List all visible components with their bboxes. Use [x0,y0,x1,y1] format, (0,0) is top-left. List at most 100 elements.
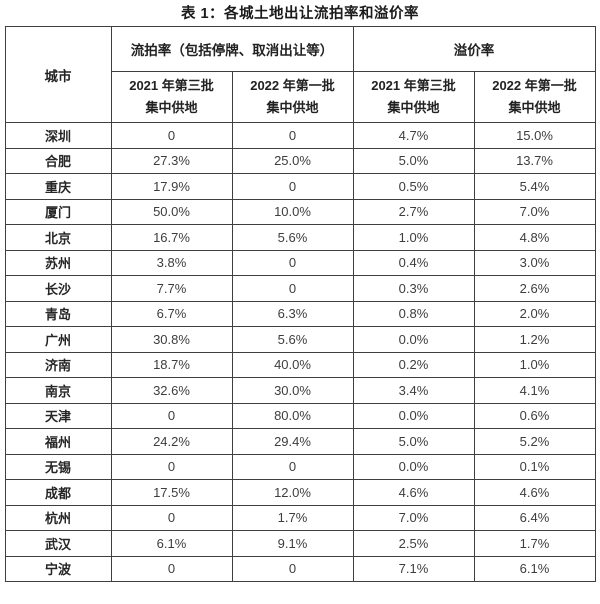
value-cell: 0 [231,249,354,276]
value-cell: 0.6% [473,402,596,429]
subheader-line2: 集中供地 [508,100,561,115]
column-group-failure-rate: 流拍率（包括停牌、取消出让等） [110,26,354,72]
column-header-premium-2022-batch1: 2022 年第一批 集中供地 [473,71,596,123]
table-row: 广州 30.8% 5.6% 0.0% 1.2% [4,326,596,353]
city-cell: 南京 [4,377,112,404]
column-header-city: 城市 [4,26,112,123]
value-cell: 0 [231,453,354,480]
header-row-batches: 2021 年第三批 集中供地 2022 年第一批 集中供地 2021 年第三批 … [5,71,596,123]
table-row: 福州 24.2% 29.4% 5.0% 5.2% [4,428,596,455]
table-row: 厦门 50.0% 10.0% 2.7% 7.0% [4,198,596,225]
value-cell: 0 [110,122,233,149]
value-cell: 7.7% [110,275,233,302]
value-cell: 27.3% [110,147,233,174]
value-cell: 1.2% [473,326,596,353]
value-cell: 0.3% [352,275,475,302]
column-header-failure-2022-batch1: 2022 年第一批 集中供地 [231,71,354,123]
table-row: 苏州 3.8% 0 0.4% 3.0% [4,249,596,276]
value-cell: 0 [231,122,354,149]
table-row: 长沙 7.7% 0 0.3% 2.6% [4,275,596,302]
value-cell: 0 [110,402,233,429]
city-cell: 济南 [4,351,112,378]
value-cell: 80.0% [231,402,354,429]
subheader-line1: 2021 年第三批 [129,78,214,93]
value-cell: 5.6% [231,326,354,353]
subheader-line1: 2021 年第三批 [371,78,456,93]
value-cell: 17.5% [110,479,233,506]
value-cell: 5.6% [231,224,354,251]
value-cell: 1.0% [473,351,596,378]
value-cell: 4.6% [473,479,596,506]
table-row: 重庆 17.9% 0 0.5% 5.4% [4,173,596,200]
value-cell: 3.4% [352,377,475,404]
city-cell: 长沙 [4,275,112,302]
value-cell: 0 [110,504,233,531]
value-cell: 12.0% [231,479,354,506]
subheader-line2: 集中供地 [145,100,198,115]
city-cell: 杭州 [4,504,112,531]
value-cell: 25.0% [231,147,354,174]
value-cell: 5.2% [473,428,596,455]
table-row: 武汉 6.1% 9.1% 2.5% 1.7% [4,530,596,557]
value-cell: 2.5% [352,530,475,557]
city-cell: 宁波 [4,555,112,582]
value-cell: 0 [231,275,354,302]
city-cell: 成都 [4,479,112,506]
value-cell: 32.6% [110,377,233,404]
value-cell: 0.2% [352,351,475,378]
value-cell: 1.7% [473,530,596,557]
subheader-line1: 2022 年第一批 [492,78,577,93]
value-cell: 4.1% [473,377,596,404]
value-cell: 4.7% [352,122,475,149]
value-cell: 4.8% [473,224,596,251]
value-cell: 7.1% [352,555,475,582]
value-cell: 10.0% [231,198,354,225]
value-cell: 6.3% [231,300,354,327]
column-group-premium-rate: 溢价率 [352,26,596,72]
table-row: 无锡 0 0 0.0% 0.1% [4,453,596,480]
value-cell: 3.8% [110,249,233,276]
subheader-line1: 2022 年第一批 [250,78,335,93]
city-cell: 苏州 [4,249,112,276]
value-cell: 30.0% [231,377,354,404]
column-header-premium-2021-batch3: 2021 年第三批 集中供地 [352,71,475,123]
value-cell: 6.7% [110,300,233,327]
city-cell: 厦门 [4,198,112,225]
value-cell: 6.1% [473,555,596,582]
value-cell: 7.0% [473,198,596,225]
column-header-failure-2021-batch3: 2021 年第三批 集中供地 [110,71,233,123]
table-row: 天津 0 80.0% 0.0% 0.6% [4,402,596,429]
value-cell: 15.0% [473,122,596,149]
city-cell: 武汉 [4,530,112,557]
value-cell: 0.8% [352,300,475,327]
value-cell: 0.5% [352,173,475,200]
value-cell: 5.0% [352,147,475,174]
value-cell: 1.7% [231,504,354,531]
table-row: 深圳 0 0 4.7% 15.0% [4,122,596,149]
value-cell: 6.4% [473,504,596,531]
value-cell: 1.0% [352,224,475,251]
land-auction-table: 城市 流拍率（包括停牌、取消出让等） 溢价率 2021 年第三批 集中供地 20… [4,26,596,582]
value-cell: 16.7% [110,224,233,251]
value-cell: 50.0% [110,198,233,225]
value-cell: 0 [231,173,354,200]
value-cell: 6.1% [110,530,233,557]
value-cell: 30.8% [110,326,233,353]
page-title: 表 1：各城土地出让流拍率和溢价率 [180,6,420,22]
value-cell: 0.4% [352,249,475,276]
value-cell: 0 [110,555,233,582]
table-header: 城市 流拍率（包括停牌、取消出让等） 溢价率 2021 年第三批 集中供地 20… [4,26,596,123]
value-cell: 0 [110,453,233,480]
table-body: 深圳 0 0 4.7% 15.0% 合肥 27.3% 25.0% 5.0% 13.7% 重庆 17.9… [4,122,596,582]
value-cell: 9.1% [231,530,354,557]
value-cell: 18.7% [110,351,233,378]
city-cell: 青岛 [4,300,112,327]
city-cell: 深圳 [4,122,112,149]
city-cell: 无锡 [4,453,112,480]
value-cell: 0.0% [352,402,475,429]
value-cell: 2.7% [352,198,475,225]
value-cell: 0.0% [352,453,475,480]
value-cell: 2.6% [473,275,596,302]
value-cell: 0 [231,555,354,582]
city-cell: 北京 [4,224,112,251]
